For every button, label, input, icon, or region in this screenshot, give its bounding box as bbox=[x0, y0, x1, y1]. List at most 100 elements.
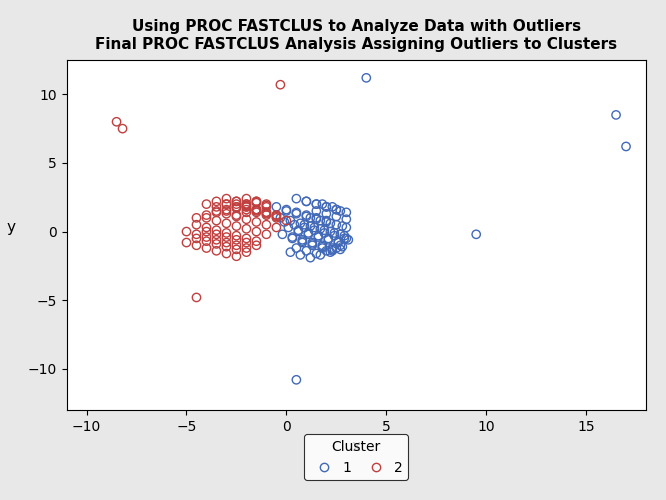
Point bbox=[341, 234, 352, 242]
Point bbox=[251, 198, 262, 206]
Point bbox=[201, 233, 212, 241]
Point bbox=[291, 376, 302, 384]
Point bbox=[261, 211, 272, 219]
Point bbox=[331, 212, 342, 220]
Point bbox=[327, 246, 338, 254]
Point bbox=[251, 242, 262, 250]
Title: Using PROC FASTCLUS to Analyze Data with Outliers
Final PROC FASTCLUS Analysis A: Using PROC FASTCLUS to Analyze Data with… bbox=[95, 20, 617, 52]
Point bbox=[261, 200, 272, 208]
Point bbox=[241, 203, 252, 211]
Point bbox=[211, 226, 222, 234]
Point bbox=[261, 203, 272, 211]
Point bbox=[271, 224, 282, 232]
Point bbox=[315, 225, 326, 233]
Point bbox=[321, 216, 332, 224]
Point bbox=[305, 254, 316, 262]
Point bbox=[295, 220, 306, 228]
Point bbox=[317, 242, 328, 250]
Point bbox=[241, 215, 252, 223]
Point bbox=[291, 208, 302, 216]
Point bbox=[191, 294, 202, 302]
Point bbox=[251, 198, 262, 205]
Point bbox=[231, 242, 242, 250]
Point bbox=[331, 206, 342, 214]
Point bbox=[333, 237, 344, 245]
Point bbox=[231, 246, 242, 254]
Point bbox=[241, 225, 252, 233]
Point bbox=[191, 220, 202, 228]
Point bbox=[307, 238, 318, 246]
Point bbox=[271, 214, 282, 222]
Point bbox=[287, 234, 298, 242]
Point bbox=[327, 244, 338, 252]
Point bbox=[241, 234, 252, 242]
Point bbox=[321, 203, 332, 211]
Point bbox=[117, 124, 128, 132]
Point bbox=[317, 244, 328, 252]
Point bbox=[289, 220, 300, 228]
Point bbox=[293, 228, 304, 235]
Point bbox=[275, 214, 286, 222]
Point bbox=[211, 230, 222, 238]
Point bbox=[311, 200, 322, 208]
Point bbox=[313, 232, 324, 239]
Point bbox=[315, 216, 326, 224]
Point bbox=[221, 242, 232, 250]
Point bbox=[339, 232, 350, 239]
Point bbox=[305, 222, 316, 230]
Point bbox=[275, 80, 286, 88]
Point bbox=[311, 200, 322, 208]
Point bbox=[111, 118, 122, 126]
Point bbox=[231, 203, 242, 211]
Point bbox=[285, 216, 296, 224]
Point bbox=[313, 233, 324, 241]
Point bbox=[241, 202, 252, 209]
Point bbox=[221, 194, 232, 202]
Point bbox=[231, 211, 242, 219]
Point bbox=[221, 200, 232, 208]
Point bbox=[339, 234, 350, 242]
Point bbox=[191, 242, 202, 250]
Point bbox=[325, 228, 336, 235]
Point bbox=[221, 229, 232, 237]
Point bbox=[241, 208, 252, 216]
Point bbox=[329, 232, 340, 239]
Point bbox=[231, 198, 242, 205]
Point bbox=[201, 244, 212, 252]
Point bbox=[261, 210, 272, 218]
Point bbox=[271, 203, 282, 211]
Point bbox=[251, 198, 262, 205]
Point bbox=[301, 198, 312, 205]
Point bbox=[181, 238, 192, 246]
Point bbox=[241, 200, 252, 208]
Point bbox=[471, 230, 482, 238]
Point bbox=[291, 194, 302, 202]
Point bbox=[305, 214, 316, 222]
Point bbox=[251, 207, 262, 215]
Point bbox=[307, 240, 318, 248]
Point bbox=[337, 242, 348, 250]
Point bbox=[241, 200, 252, 208]
Point bbox=[241, 206, 252, 214]
Point bbox=[307, 242, 318, 250]
Point bbox=[201, 224, 212, 232]
Point bbox=[311, 250, 322, 258]
Point bbox=[321, 210, 332, 218]
Point bbox=[321, 247, 332, 255]
Point bbox=[201, 200, 212, 208]
Point bbox=[319, 226, 330, 234]
Point bbox=[221, 220, 232, 228]
Point bbox=[333, 238, 344, 246]
Point bbox=[191, 230, 202, 238]
Point bbox=[301, 212, 312, 220]
Point bbox=[201, 211, 212, 219]
Legend: 1, 2: 1, 2 bbox=[304, 434, 408, 480]
Point bbox=[283, 224, 294, 232]
Point bbox=[299, 220, 310, 228]
Point bbox=[291, 210, 302, 218]
Point bbox=[299, 224, 310, 232]
Point bbox=[309, 226, 320, 234]
Point bbox=[335, 242, 346, 250]
Point bbox=[211, 207, 222, 215]
Point bbox=[297, 236, 308, 244]
